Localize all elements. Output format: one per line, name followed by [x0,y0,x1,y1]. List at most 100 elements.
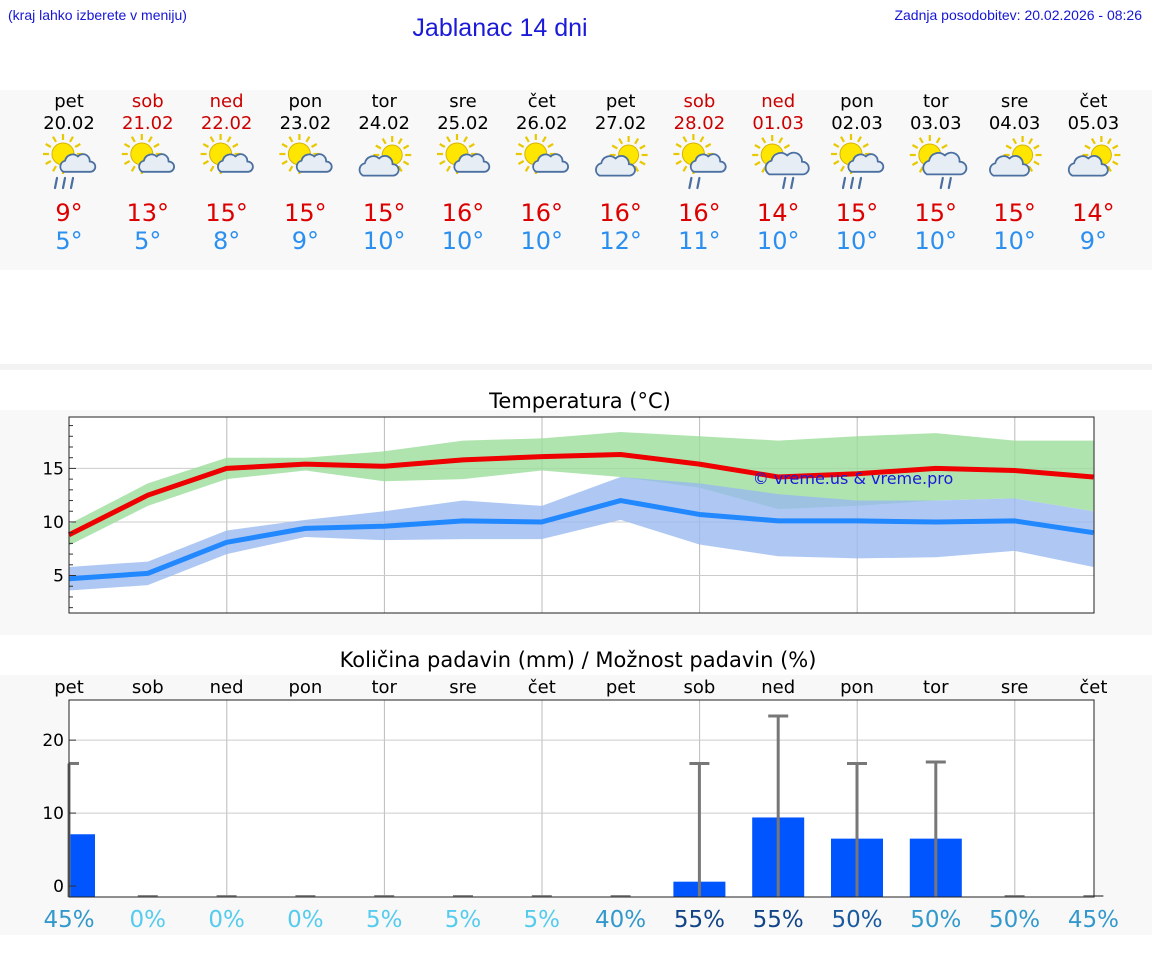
sun-cloud-heavy-rain-icon [43,134,97,190]
sun-ray [754,144,761,149]
cloud-shape [295,153,333,173]
sun-ray [1033,160,1040,166]
cloud-shape [1067,154,1109,177]
rain-drop [696,176,701,190]
forecast-min-temp: 10° [836,227,879,255]
forecast-max-temp: 16° [678,199,721,227]
sun-ray [288,165,294,172]
forecast-date: 22.02 [201,113,253,134]
sun-ray [463,136,468,143]
sun-ray [209,136,215,143]
sun-ray [918,137,924,144]
precipitation-day-label: čet [528,677,556,698]
precipitation-day-label: čet [1079,677,1107,698]
forecast-date: 05.03 [1068,113,1120,134]
precipitation-probability: 55% [674,907,725,933]
forecast-weekday: pon [288,91,322,112]
sun-ray [611,144,618,150]
temperature-ytick-label: 5 [53,567,64,587]
precipitation-ytick-label: 10 [42,804,64,824]
precipitation-probability: 40% [595,907,646,933]
sun-ray [52,136,57,143]
precipitation-probability: 50% [910,907,961,933]
sun-ray [547,143,554,148]
sun-cloud-icon [200,134,254,174]
cloud-shape [764,151,810,176]
forecast-min-temp: 10° [993,227,1036,255]
sun-ray [45,143,52,148]
forecast-weekday: ned [210,91,244,112]
cloud-shape [689,153,727,173]
sun-ray [840,165,845,172]
temperature-max-line [67,451,1094,538]
precipitation-probability: 50% [831,907,882,933]
forecast-max-temp: 16° [521,199,564,227]
precipitation-probability: 5% [524,907,561,933]
sun-ray [69,136,74,143]
rain-drop [849,176,855,190]
forecast-weekday: čet [528,91,556,112]
sun-ray [634,137,640,145]
forecast-date: 26.02 [516,113,568,134]
sun-ray [833,143,840,148]
sun-cloud-icon [279,134,333,174]
forecast-weekday: pet [54,91,84,112]
precipitation-probability: 0% [130,907,167,933]
forecast-min-temp: 10° [363,227,406,255]
forecast-date: 03.03 [910,113,962,134]
sun-ray [52,165,57,172]
temperature-axis: 5 10 15 [42,425,76,609]
cloud-shape [217,153,254,173]
forecast-max-temp: 16° [442,199,485,227]
forecast-max-temp: 15° [363,199,406,227]
sun-ray [1112,144,1119,150]
forecast-min-temp: 10° [521,227,564,255]
sun-ray [639,144,646,150]
precipitation-day-label: sob [683,677,715,698]
cloud-shape [989,154,1030,177]
forecast-max-temp: 15° [915,199,958,227]
forecast-max-temp: 16° [599,199,642,227]
sun-ray [941,144,948,149]
sun-ray [1084,144,1091,150]
cloud-shape [532,153,569,173]
forecast-weekday: sre [449,91,476,112]
watermark: © vreme.us & vreme.pro [753,469,954,488]
sun-ray [402,160,410,166]
forecast-max-temp: 14° [757,199,800,227]
forecast-max-temp: 14° [1072,199,1115,227]
forecast-min-temp: 10° [757,227,800,255]
sun-ray [639,160,646,166]
sun-ray [1005,144,1012,150]
precipitation-day-label: pet [606,677,636,698]
sun-ray [517,143,525,148]
forecast-min-temp: 10° [442,227,485,255]
forecast-min-temp: 5° [55,227,82,255]
sun-ray [202,160,210,165]
cloud-sun-icon [595,136,648,177]
sun-ray [935,137,941,144]
sun-big-cloud-rain-icon [752,135,810,190]
forecast-band [0,90,1152,270]
forecast-min-temp: 12° [599,227,642,255]
forecast-weekday: pon [840,91,874,112]
forecast-date: 27.02 [595,113,647,134]
min-range-band [69,476,1094,591]
forecast-weekday: sob [683,91,715,112]
sun-ray [123,143,131,148]
sun-ray [1012,137,1018,145]
forecast-weekday: tor [923,91,949,112]
precipitation-day-label: tor [923,677,949,698]
separator-band [0,364,1152,370]
sun-ray [130,165,136,172]
forecast-min-temp: 5° [134,227,161,255]
sun-ray [524,136,530,143]
sun-ray [840,136,845,143]
forecast-days: pet20.029°5°sob21.0213°5°ned22.0215°8°po… [43,91,1121,255]
